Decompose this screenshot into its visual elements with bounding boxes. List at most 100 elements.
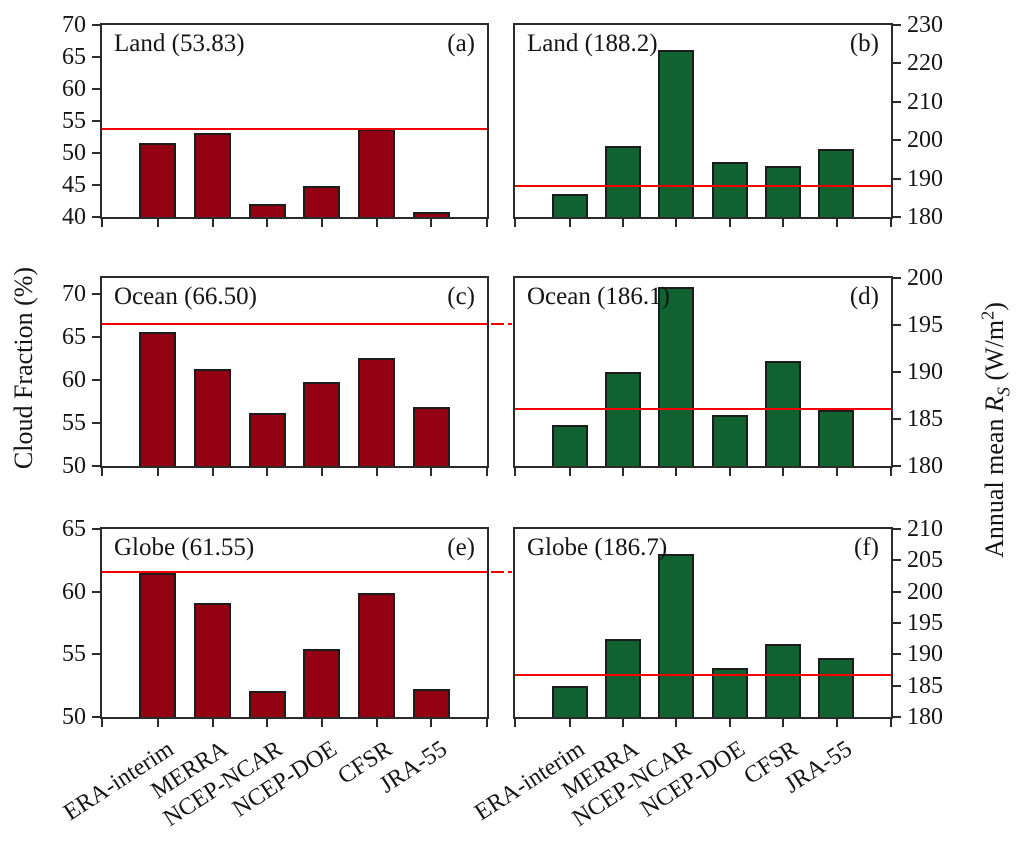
y-tick <box>893 465 901 467</box>
bar-cfsr <box>765 644 802 717</box>
panel-title: Ocean (66.50) <box>114 283 257 310</box>
bar-ncep-ncar <box>658 286 695 466</box>
panel-title: Globe (186.7) <box>527 534 668 561</box>
y-tick <box>893 622 901 624</box>
y-tick-label: 230 <box>907 12 943 38</box>
chart-panel-e: Globe (61.55) (e) <box>100 527 489 719</box>
y-tick-label: 185 <box>907 672 943 699</box>
reference-line-dash <box>491 322 504 325</box>
x-tick <box>621 719 624 727</box>
x-tick <box>514 219 516 227</box>
y-tick <box>893 684 901 687</box>
bar-merra <box>194 132 231 217</box>
y-tick-label: 190 <box>907 165 943 192</box>
bar-merra <box>194 368 231 466</box>
y-tick <box>92 88 100 90</box>
x-tick <box>621 219 624 227</box>
x-tick <box>486 219 488 227</box>
y-tick <box>92 184 100 186</box>
y-tick-label: 185 <box>907 406 943 432</box>
bar-cfsr <box>765 166 802 217</box>
y-tick-label: 55 <box>62 641 86 668</box>
x-tick <box>835 219 838 227</box>
x-tick <box>890 468 892 476</box>
x-tick <box>430 719 433 727</box>
bar-era-interim <box>139 332 177 466</box>
y-tick-label: 205 <box>907 547 943 574</box>
y-tick-label: 50 <box>62 453 86 479</box>
panel-title: Land (53.83) <box>114 30 245 57</box>
x-tick <box>211 719 214 727</box>
bar-cfsr <box>765 360 802 466</box>
x-tick <box>486 719 488 727</box>
y-tick <box>92 590 100 593</box>
y-axis-label-right-prefix: Annual mean <box>980 412 1010 558</box>
y-tick-label: 220 <box>907 50 943 77</box>
reference-line <box>515 674 891 676</box>
panel-letter: (e) <box>447 534 475 561</box>
y-tick-label: 65 <box>62 323 86 350</box>
reference-line <box>515 407 891 410</box>
x-tick <box>890 719 892 727</box>
chart-panel-d: Ocean (186.1) (d) <box>513 276 893 468</box>
chart-panel-a: Land (53.83) (a) <box>100 23 489 219</box>
y-tick <box>92 152 100 154</box>
reference-line <box>102 127 487 130</box>
x-tick <box>375 468 378 476</box>
y-tick <box>92 120 100 122</box>
x-tick <box>568 468 571 476</box>
panel-letter: (a) <box>447 30 475 57</box>
x-tick <box>835 719 838 727</box>
x-tick <box>320 719 323 727</box>
y-tick <box>92 378 100 381</box>
x-tick <box>675 468 678 476</box>
bar-jra-55 <box>412 689 450 717</box>
y-tick-label: 65 <box>62 44 86 70</box>
x-tick <box>101 468 103 476</box>
x-tick <box>890 219 892 227</box>
x-tick <box>101 219 103 227</box>
y-tick <box>92 528 100 530</box>
x-tick <box>430 219 433 227</box>
y-tick-label: 55 <box>62 108 86 134</box>
x-tick <box>728 719 731 727</box>
x-tick <box>835 468 838 476</box>
reference-line <box>102 571 487 574</box>
y-tick <box>92 716 100 718</box>
x-tick <box>266 219 269 227</box>
y-tick <box>92 292 100 295</box>
y-tick <box>893 216 901 218</box>
y-tick-label: 200 <box>907 265 943 291</box>
bar-merra <box>604 372 641 466</box>
y-tick-label: 195 <box>907 312 943 338</box>
panel-title: Land (188.2) <box>527 30 658 57</box>
y-tick-label: 70 <box>62 12 86 38</box>
x-tick <box>782 219 785 227</box>
x-tick <box>375 719 378 727</box>
y-tick <box>92 24 100 26</box>
y-tick <box>893 24 901 26</box>
rs-subscript: S <box>993 387 1014 397</box>
unit-open: (W/m <box>980 319 1010 388</box>
y-tick <box>893 418 901 420</box>
bar-era-interim <box>139 142 177 217</box>
x-tick <box>486 468 488 476</box>
bar-jra-55 <box>412 211 450 217</box>
x-tick <box>728 219 731 227</box>
panel-title: Globe (61.55) <box>114 534 255 561</box>
y-tick-label: 200 <box>907 578 943 605</box>
y-tick-label: 210 <box>907 516 943 542</box>
bar-jra-55 <box>818 149 855 217</box>
bar-ncep-doe <box>711 415 748 466</box>
x-tick <box>266 468 269 476</box>
bar-merra <box>604 639 641 717</box>
panel-letter: (f) <box>854 534 879 561</box>
x-tick <box>430 468 433 476</box>
y-tick <box>893 528 901 530</box>
x-tick <box>675 219 678 227</box>
bar-ncep-doe <box>303 649 341 717</box>
bar-jra-55 <box>818 409 855 466</box>
y-tick-label: 70 <box>62 280 86 307</box>
bar-ncep-ncar <box>658 50 695 217</box>
y-tick-label: 65 <box>62 516 86 542</box>
